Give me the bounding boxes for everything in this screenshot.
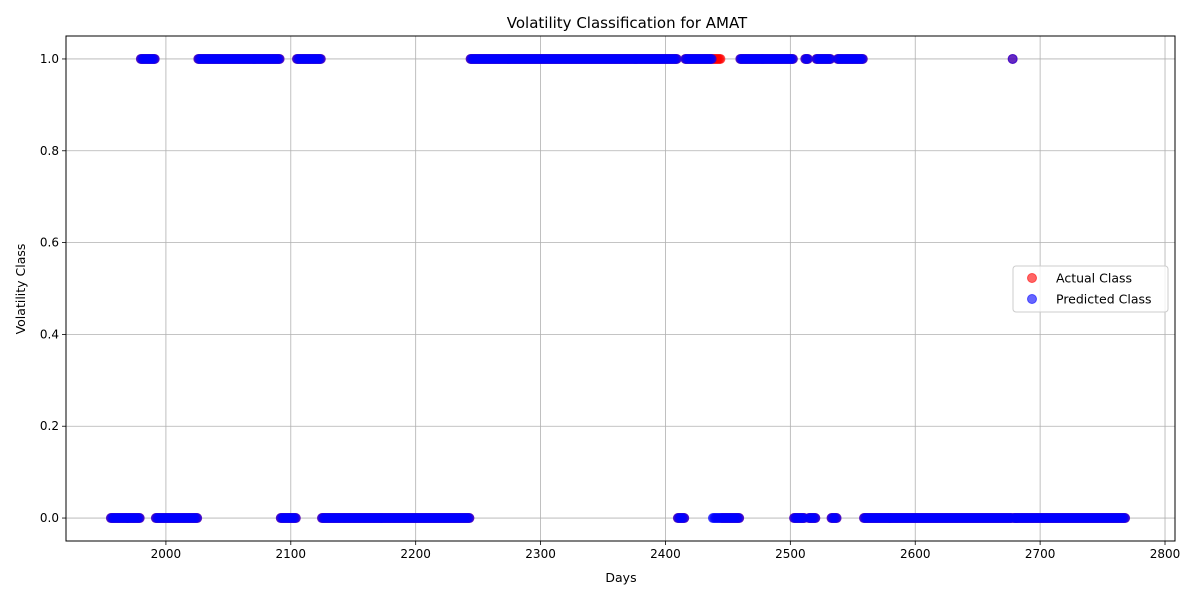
data-point	[1007, 53, 1018, 64]
data-point	[671, 53, 682, 64]
y-tick-label: 0.0	[40, 511, 59, 525]
data-point	[706, 53, 717, 64]
x-tick-label: 2700	[1025, 547, 1056, 561]
x-tick-label: 2200	[400, 547, 431, 561]
data-point	[734, 513, 745, 524]
x-tick-label: 2600	[900, 547, 931, 561]
data-point	[290, 513, 301, 524]
y-tick-label: 0.2	[40, 419, 59, 433]
y-axis-label: Volatility Class	[13, 244, 28, 335]
data-point	[134, 513, 145, 524]
plot-frame	[65, 35, 1176, 542]
data-point	[857, 53, 868, 64]
x-axis-ticks: 2000 2100 2200 2300 2400 2500 2600 2700 2800	[151, 541, 1181, 561]
x-axis-label: Days	[605, 570, 636, 585]
x-tick-label: 2000	[151, 547, 182, 561]
data-points	[105, 53, 1131, 524]
x-tick-label: 2400	[650, 547, 681, 561]
legend-label-actual: Actual Class	[1056, 271, 1132, 286]
data-point	[274, 53, 285, 64]
data-point	[192, 513, 203, 524]
data-point	[315, 53, 326, 64]
y-tick-label: 0.4	[40, 327, 59, 341]
x-tick-label: 2500	[775, 547, 806, 561]
x-tick-label: 2800	[1150, 547, 1181, 561]
series-predicted-class	[105, 53, 1131, 524]
legend-marker-actual	[1027, 273, 1037, 283]
y-tick-label: 0.8	[40, 144, 59, 158]
data-point	[1120, 513, 1131, 524]
data-point	[679, 513, 690, 524]
chart-title: Volatility Classification for AMAT	[507, 14, 748, 32]
legend-frame	[1012, 265, 1169, 313]
data-point	[715, 53, 726, 64]
y-axis-ticks: 0.0 0.2 0.4 0.6 0.8 1.0	[40, 52, 66, 525]
legend-label-predicted: Predicted Class	[1056, 292, 1152, 307]
legend-marker-predicted	[1027, 294, 1037, 304]
legend: Actual Class Predicted Class	[1012, 265, 1169, 313]
data-point	[787, 53, 798, 64]
data-point	[464, 513, 475, 524]
data-point	[802, 53, 813, 64]
y-tick-label: 0.6	[40, 236, 59, 250]
data-point	[149, 53, 160, 64]
x-tick-label: 2100	[276, 547, 307, 561]
y-tick-label: 1.0	[40, 52, 59, 66]
data-point	[831, 513, 842, 524]
data-point	[810, 513, 821, 524]
x-tick-label: 2300	[525, 547, 556, 561]
